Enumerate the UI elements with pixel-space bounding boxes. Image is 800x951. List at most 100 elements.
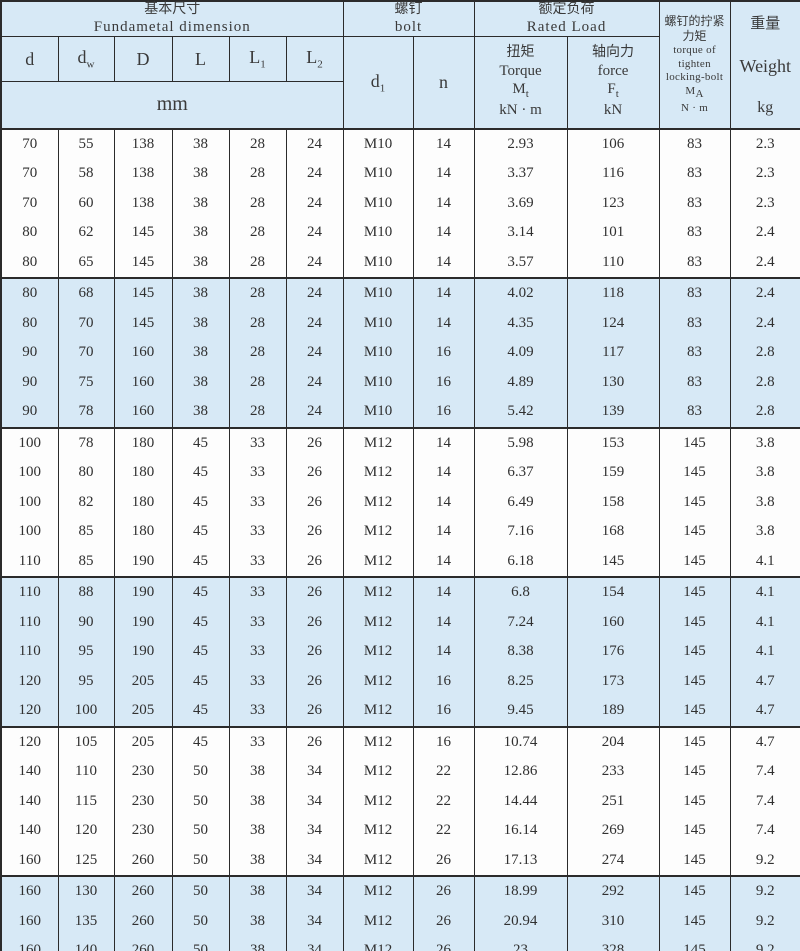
table-cell: M12 <box>342 458 414 488</box>
table-cell: 160 <box>0 936 59 951</box>
table-cell: 145 <box>658 607 731 638</box>
table-cell: 50 <box>171 845 230 877</box>
table-cell: 160 <box>0 906 59 937</box>
table-cell: 28 <box>228 247 287 279</box>
table-cell: 12.86 <box>473 757 568 787</box>
table-cell: 5.98 <box>473 426 568 459</box>
table-cell: 22 <box>412 786 475 817</box>
table-cell: 85 <box>57 546 115 578</box>
table-cell: 145 <box>658 696 731 727</box>
table-cell: 190 <box>113 576 173 608</box>
table-cell: 145 <box>658 546 731 578</box>
table-cell: 24 <box>285 247 344 279</box>
table-cell: 230 <box>113 816 173 846</box>
table-row: 110 95 190 45 33 26 M12 14 8.38 176 145 4.1 <box>0 637 800 667</box>
table-cell: 4.1 <box>729 607 800 638</box>
table-cell: 24 <box>285 218 344 248</box>
table-cell: 26 <box>285 607 344 638</box>
table-cell: 145 <box>658 426 731 459</box>
table-cell: 160 <box>0 845 59 877</box>
force-unit: kN <box>603 102 623 119</box>
table-cell: 95 <box>57 637 115 667</box>
table-cell: 9.2 <box>729 875 800 907</box>
table-cell: 4.1 <box>729 546 800 578</box>
table-cell: 33 <box>228 607 287 638</box>
table-cell: 10.74 <box>473 725 568 758</box>
table-cell: 100 <box>0 426 59 459</box>
table-cell: 145 <box>658 666 731 697</box>
table-cell: 28 <box>228 397 287 428</box>
table-cell: 2.4 <box>729 247 800 279</box>
table-cell: M12 <box>342 816 414 846</box>
table-cell: 110 <box>0 576 59 608</box>
table-cell: 4.7 <box>729 696 800 727</box>
table-row: 90 75 160 38 28 24 M10 16 4.89 130 83 2.8 <box>0 367 800 398</box>
table-cell: 26 <box>285 487 344 518</box>
table-cell: 145 <box>658 906 731 937</box>
table-cell: M12 <box>342 517 414 547</box>
table-body: 70 55 138 38 28 24 M10 14 2.93 106 83 2.3 70 58 138 38 2… <box>0 128 800 951</box>
table-cell: 145 <box>658 487 731 518</box>
table-cell: 28 <box>228 159 287 189</box>
table-cell: 28 <box>228 128 287 160</box>
table-cell: 24 <box>285 277 344 309</box>
table-cell: 9.45 <box>473 696 568 727</box>
col-header-L: L <box>171 36 230 83</box>
table-cell: 130 <box>57 875 115 907</box>
table-cell: 2.93 <box>473 128 568 160</box>
table-cell: 205 <box>113 666 173 697</box>
col-header-force: 轴向力 force Ft kN <box>566 36 660 130</box>
rated-load-cn: 额定负荷 <box>538 2 595 17</box>
table-cell: 38 <box>171 128 230 160</box>
table-cell: 70 <box>0 188 59 219</box>
locking-torque-en-line1: torque of <box>673 43 716 56</box>
locking-torque-cn-line2: 力矩 <box>682 28 707 43</box>
table-cell: 2.4 <box>729 277 800 309</box>
table-row: 120 100 205 45 33 26 M12 16 9.45 189 145 4.7 <box>0 696 800 727</box>
basic-dimension-cn: 基本尺寸 <box>144 2 201 17</box>
table-row: 140 115 230 50 38 34 M12 22 14.44 251 145 7.4 <box>0 786 800 817</box>
table-cell: 145 <box>658 517 731 547</box>
table-cell: M10 <box>342 128 414 160</box>
table-cell: 251 <box>566 786 660 817</box>
table-cell: 260 <box>113 936 173 951</box>
table-cell: 50 <box>171 875 230 907</box>
table-cell: 38 <box>228 786 287 817</box>
table-cell: 180 <box>113 517 173 547</box>
table-cell: M12 <box>342 725 414 758</box>
table-cell: 45 <box>171 487 230 518</box>
table-header: 基本尺寸 Fundametal dimension 螺钉 bolt 额定负荷 R… <box>0 0 800 130</box>
table-cell: 38 <box>171 397 230 428</box>
table-row: 80 70 145 38 28 24 M10 14 4.35 124 83 2.4 <box>0 308 800 339</box>
table-cell: 34 <box>285 816 344 846</box>
table-cell: 88 <box>57 576 115 608</box>
table-row: 80 62 145 38 28 24 M10 14 3.14 101 83 2.4 <box>0 218 800 248</box>
table-cell: 38 <box>171 159 230 189</box>
table-cell: M10 <box>342 308 414 339</box>
table-row: 100 78 180 45 33 26 M12 14 5.98 153 145 3.8 <box>0 426 800 459</box>
table-cell: 38 <box>171 338 230 368</box>
table-cell: 158 <box>566 487 660 518</box>
table-row: 110 90 190 45 33 26 M12 14 7.24 160 145 4.1 <box>0 607 800 638</box>
table-cell: 14 <box>412 546 475 578</box>
table-cell: 100 <box>0 517 59 547</box>
table-cell: 50 <box>171 786 230 817</box>
table-cell: 45 <box>171 666 230 697</box>
table-cell: 38 <box>171 188 230 219</box>
table-cell: 7.16 <box>473 517 568 547</box>
table-cell: 90 <box>57 607 115 638</box>
table-cell: 45 <box>171 458 230 488</box>
table-cell: 2.8 <box>729 367 800 398</box>
table-row: 90 70 160 38 28 24 M10 16 4.09 117 83 2.8 <box>0 338 800 368</box>
table-cell: 9.2 <box>729 845 800 877</box>
table-cell: 190 <box>113 607 173 638</box>
table-cell: 3.57 <box>473 247 568 279</box>
table-row: 100 82 180 45 33 26 M12 14 6.49 158 145 3.8 <box>0 487 800 518</box>
table-cell: 83 <box>658 159 731 189</box>
table-cell: 26 <box>412 845 475 877</box>
table-cell: 100 <box>0 458 59 488</box>
table-cell: 83 <box>658 247 731 279</box>
table-cell: 90 <box>0 397 59 428</box>
table-cell: 38 <box>228 845 287 877</box>
